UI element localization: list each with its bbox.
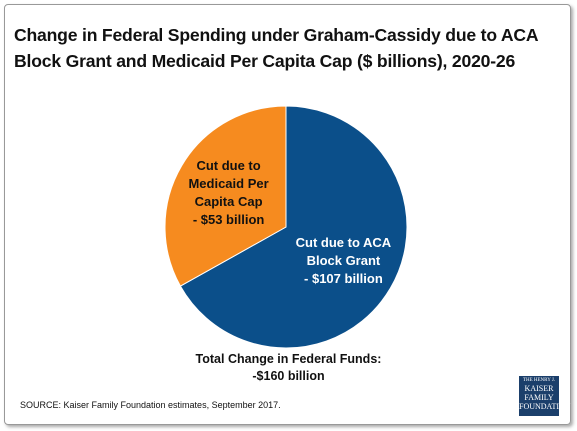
chart-title: Change in Federal Spending under Graham-… — [14, 22, 539, 74]
logo-text: KAISER — [524, 384, 554, 393]
logo-text: THE HENRY J. — [522, 378, 556, 383]
logo-text: FOUNDATION — [519, 402, 571, 411]
slice-label: Cut due to Medicaid Per Capita Cap - $53 … — [179, 157, 279, 229]
label-category: Cut due to Medicaid Per Capita Cap — [188, 158, 269, 210]
label-category: Cut due to ACA Block Grant — [295, 234, 392, 268]
title-line: Change in Federal Spending under Graham-… — [14, 25, 539, 45]
slice-label: Cut due to ACA Block Grant - $107 billion — [293, 234, 393, 288]
frame — [4, 4, 571, 425]
label-value: - $53 billion — [192, 212, 265, 228]
logo-text: FAMILY — [524, 393, 554, 402]
logo: THE HENRY J. KAISER FAMILY FOUNDATION — [519, 376, 571, 416]
annotation: -$160 billion — [252, 369, 325, 383]
source: SOURCE: Kaiser Family Foundation estimat… — [20, 400, 281, 410]
pie-slice — [164, 105, 287, 287]
annotation: Total Change in Federal Funds: — [195, 352, 382, 366]
label-value: - $107 billion — [304, 270, 383, 286]
title-line: Block Grant and Medicaid Per Capita Cap … — [14, 51, 516, 71]
pie-slice — [179, 105, 408, 349]
